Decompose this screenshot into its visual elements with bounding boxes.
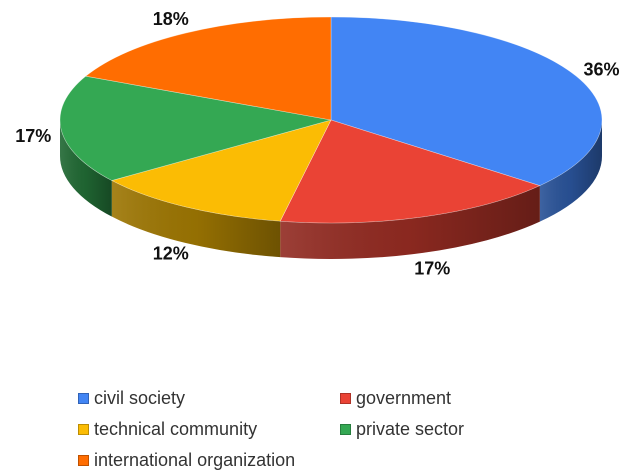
legend-swatch [340, 424, 351, 435]
pie-tops [59, 16, 603, 224]
legend-item-government: government [340, 388, 451, 409]
data-label-government: 17% [414, 259, 450, 279]
legend-swatch [340, 393, 351, 404]
legend-swatch [78, 455, 89, 466]
pie-side-civil-society [539, 120, 602, 222]
data-label-civil-society: 36% [583, 60, 619, 80]
pie-sides [60, 120, 602, 259]
pie-labels: 36% 17% 12% 17% 18% [15, 9, 619, 279]
legend-item-private-sector: private sector [340, 419, 464, 440]
legend-label: technical community [94, 419, 258, 439]
legend-item-international-organization: international organization [78, 450, 295, 471]
data-label-private-sector: 17% [15, 126, 51, 146]
pie-side-government [280, 185, 540, 259]
pie-slice-civil-society [330, 16, 603, 186]
legend-label: international organization [94, 450, 296, 470]
data-label-technical-community: 12% [153, 244, 189, 264]
pie-slice-international-organization [85, 16, 332, 121]
pie-slice-government [279, 119, 541, 224]
pie-slice-private-sector [59, 75, 332, 181]
legend-swatch [78, 393, 89, 404]
pie-slice-technical-community [110, 119, 332, 222]
pie-side-technical-community [111, 180, 281, 258]
data-label-international-organization: 18% [153, 9, 189, 29]
legend-label: private sector [356, 419, 465, 439]
legend-swatch [78, 424, 89, 435]
legend-label: civil society [94, 388, 186, 408]
legend-item-civil-society: civil society [78, 388, 185, 409]
legend-label: government [356, 388, 452, 408]
pie-side-private-sector [60, 120, 112, 217]
legend-item-technical-community: technical community [78, 419, 257, 440]
